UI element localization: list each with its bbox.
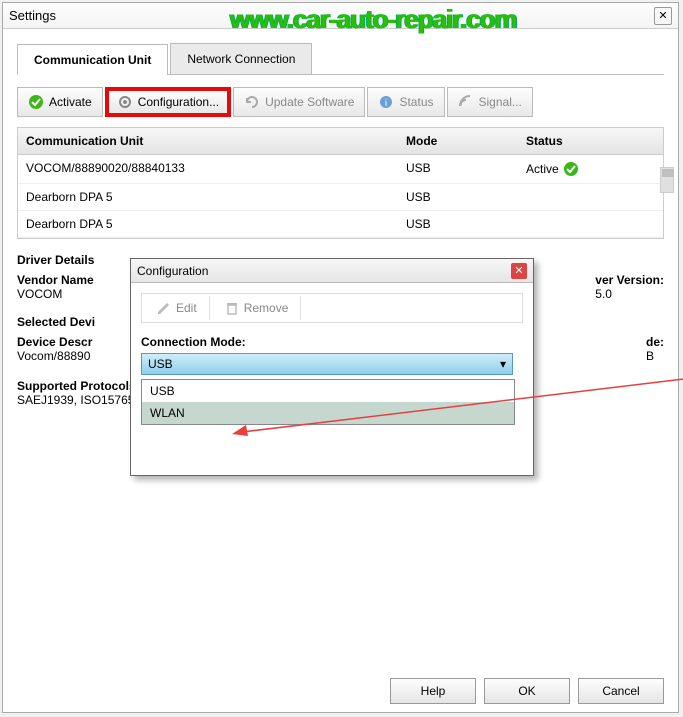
window-title: Settings	[9, 8, 56, 23]
device-table: Communication Unit Mode Status VOCOM/888…	[17, 127, 664, 239]
combo-value: USB	[148, 357, 173, 371]
dropdown-item-wlan[interactable]: WLAN	[142, 402, 514, 424]
configuration-button[interactable]: Configuration...	[105, 87, 231, 117]
cell-unit: Dearborn DPA 5	[18, 184, 398, 210]
remove-label: Remove	[244, 301, 289, 315]
gear-icon	[117, 94, 133, 110]
driver-version-label: ver Version:	[595, 273, 664, 287]
dialog-close-button[interactable]: ✕	[511, 263, 527, 279]
table-row[interactable]: Dearborn DPA 5 USB	[18, 211, 663, 238]
help-button[interactable]: Help	[390, 678, 476, 704]
table-row[interactable]: Dearborn DPA 5 USB	[18, 184, 663, 211]
ok-button[interactable]: OK	[484, 678, 570, 704]
col-unit[interactable]: Communication Unit	[18, 128, 398, 154]
trash-icon	[224, 300, 240, 316]
activate-button[interactable]: Activate	[17, 87, 103, 117]
mode-value-frag: B	[646, 349, 664, 363]
table-header: Communication Unit Mode Status	[18, 128, 663, 155]
scroll-thumb[interactable]	[662, 169, 674, 177]
svg-text:i: i	[385, 98, 387, 109]
cell-mode: USB	[398, 155, 518, 183]
signal-label: Signal...	[479, 95, 522, 109]
check-circle-icon	[563, 161, 579, 177]
vendor-name-label: Vendor Name	[17, 273, 94, 287]
edit-label: Edit	[176, 301, 197, 315]
check-circle-icon	[28, 94, 44, 110]
device-desc-value: Vocom/88890	[17, 349, 92, 363]
cell-unit: Dearborn DPA 5	[18, 211, 398, 237]
status-button[interactable]: i Status	[367, 87, 444, 117]
cancel-button[interactable]: Cancel	[578, 678, 664, 704]
cell-status	[518, 184, 626, 210]
tab-communication-unit[interactable]: Communication Unit	[17, 44, 168, 75]
toolbar: Activate Configuration... Update Softwar…	[17, 87, 664, 117]
connection-mode-dropdown: USB WLAN	[141, 379, 515, 425]
dialog-toolbar: Edit Remove	[141, 293, 523, 323]
tab-strip: Communication Unit Network Connection	[17, 43, 664, 75]
cell-unit: VOCOM/88890020/88840133	[18, 155, 398, 183]
cell-mode: USB	[398, 211, 518, 237]
dialog-title: Configuration	[137, 264, 208, 278]
refresh-icon	[244, 94, 260, 110]
table-scrollbar[interactable]	[660, 167, 674, 193]
tab-network-connection[interactable]: Network Connection	[170, 43, 312, 74]
status-text: Active	[526, 162, 559, 176]
update-software-button[interactable]: Update Software	[233, 87, 365, 117]
configuration-label: Configuration...	[138, 95, 219, 109]
pencil-icon	[156, 300, 172, 316]
table-row[interactable]: VOCOM/88890020/88840133 USB Active	[18, 155, 663, 184]
signal-button[interactable]: Signal...	[447, 87, 533, 117]
dialog-titlebar: Configuration ✕	[131, 259, 533, 283]
activate-label: Activate	[49, 95, 92, 109]
signal-icon	[458, 94, 474, 110]
dropdown-item-usb[interactable]: USB	[142, 380, 514, 402]
update-label: Update Software	[265, 95, 354, 109]
cell-mode: USB	[398, 184, 518, 210]
status-label: Status	[399, 95, 433, 109]
col-mode[interactable]: Mode	[398, 128, 518, 154]
watermark-text: www.car-auto-repair.com	[230, 4, 517, 35]
configuration-dialog: Configuration ✕ Edit Remove Connection M…	[130, 258, 534, 476]
window-close-button[interactable]: ✕	[654, 7, 672, 25]
mode-label-frag: de:	[646, 335, 664, 349]
cell-status: Active	[518, 155, 626, 183]
remove-button[interactable]: Remove	[212, 296, 302, 320]
device-desc-label: Device Descr	[17, 335, 92, 349]
connection-mode-label: Connection Mode:	[141, 335, 523, 349]
driver-version-value: 5.0	[595, 287, 664, 301]
chevron-down-icon: ▾	[500, 357, 506, 371]
edit-button[interactable]: Edit	[144, 296, 210, 320]
vendor-name-value: VOCOM	[17, 287, 94, 301]
cell-status	[518, 211, 626, 237]
connection-mode-combo[interactable]: USB ▾	[141, 353, 513, 375]
dialog-footer: Help OK Cancel	[390, 678, 664, 704]
col-status[interactable]: Status	[518, 128, 626, 154]
info-icon: i	[378, 94, 394, 110]
